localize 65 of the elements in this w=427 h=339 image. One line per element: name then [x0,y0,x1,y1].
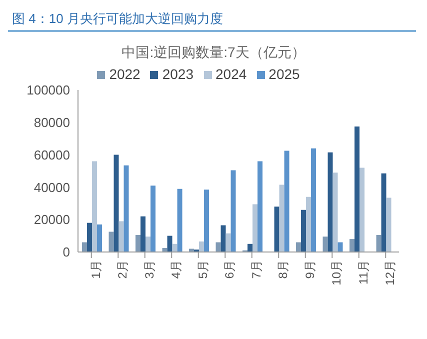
bar [226,233,231,252]
bar [279,184,284,252]
bar [301,210,306,252]
bar [350,239,355,252]
bar [204,190,210,252]
bar [124,165,129,252]
bar [87,222,92,252]
x-tick-label: 11月 [356,260,370,284]
x-tick-label: 2月 [116,260,130,279]
bar [284,150,290,252]
x-tick-label: 9月 [302,260,317,279]
bar [92,161,98,252]
y-tick-label: 40000 [34,180,70,195]
x-tick-label: 8月 [276,260,290,279]
x-tick-label: 1月 [88,260,103,279]
bar [167,236,172,252]
legend-label: 2023 [162,66,194,82]
x-tick-label: 12月 [383,260,398,286]
y-tick-label: 20000 [34,212,70,228]
bar [216,242,221,252]
x-tick-label: 7月 [249,260,264,279]
x-tick-label: 4月 [169,260,184,279]
bar [328,152,333,252]
x-tick-label: 10月 [330,260,344,286]
bar [381,173,386,252]
bar [338,242,343,252]
bar [386,198,392,252]
x-tick-label: 3月 [142,260,156,279]
chart-title: 图 4：10 月央行可能加大逆回购力度 [8,8,416,32]
bar [354,126,360,252]
bar [82,242,88,252]
legend-label: 2025 [268,66,300,82]
y-tick-label: 100000 [26,82,70,98]
bar [332,172,338,252]
bar [252,204,258,252]
bar [376,234,382,252]
bar [311,148,316,252]
bar [172,244,178,252]
bar [118,221,124,252]
legend-label: 2022 [109,66,140,82]
y-tick-label: 0 [62,244,70,260]
bar [108,232,114,252]
bar [248,244,253,252]
bar [274,206,280,252]
x-tick-label: 6月 [222,260,237,279]
y-tick-label: 80000 [34,115,70,130]
bar [199,241,204,252]
bar [146,236,151,252]
legend-label: 2024 [216,66,247,82]
bar [258,161,263,252]
bar [322,236,328,252]
bar [220,225,226,252]
bar [150,186,156,252]
bar [360,168,365,252]
y-tick-label: 60000 [34,147,70,162]
bar [296,242,302,252]
bar [306,196,312,252]
bar [97,224,102,252]
bar [140,216,146,252]
bar [136,234,141,252]
bar [177,188,182,252]
bar [114,154,119,252]
x-tick-label: 5月 [196,260,210,279]
chart-subtitle: 中国:逆回购数量:7天（亿元） [120,44,306,62]
bar [230,170,236,252]
